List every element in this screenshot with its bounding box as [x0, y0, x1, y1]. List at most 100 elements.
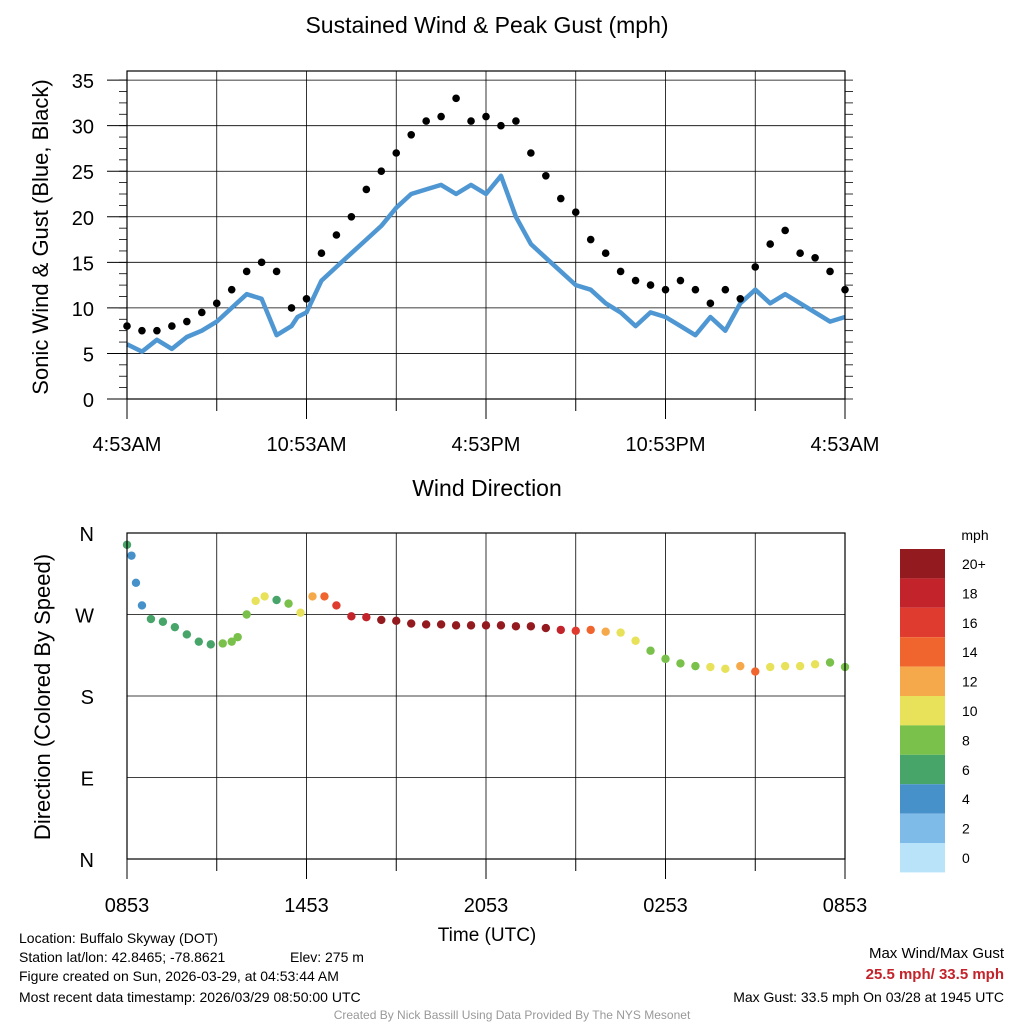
gust-point — [811, 253, 819, 262]
direction-xtick-label: 0253 — [643, 895, 688, 917]
recent-data-timestamp: Most recent data timestamp: 2026/03/29 0… — [19, 989, 361, 1005]
station-elevation: Elev: 275 m — [290, 949, 364, 965]
direction-ytick-label: N — [80, 850, 94, 872]
gust-point — [766, 240, 775, 248]
direction-chart-frame — [126, 532, 846, 860]
direction-xtick-label: 2053 — [464, 895, 509, 917]
direction-point — [407, 619, 416, 628]
direction-point — [721, 664, 730, 674]
direction-ytick-label: S — [81, 687, 94, 709]
colorbar-label: 6 — [962, 762, 970, 778]
gust-point — [631, 276, 640, 285]
direction-point — [526, 622, 536, 631]
speed-colorbar: mph 20+ 18 16 14 12 10 8 6 4 2 0 — [900, 527, 989, 873]
gust-point — [781, 226, 789, 235]
figure-created: Figure created on Sun, 2026-03-29, at 04… — [19, 968, 339, 984]
gust-point — [168, 322, 176, 330]
wind-ytick-label: 35 — [72, 71, 94, 93]
direction-point — [206, 640, 215, 649]
direction-point — [616, 628, 625, 637]
direction-chart-ticks: N E S W N 0853 1453 2053 0253 0853 — [75, 524, 867, 917]
wind-gust-chart: Sustained Wind & Peak Gust (mph) Sonic W… — [28, 12, 879, 456]
direction-chart-title: Wind Direction — [412, 475, 562, 501]
gust-point — [542, 171, 550, 180]
direction-point — [795, 661, 805, 671]
direction-point — [296, 608, 305, 617]
direction-point — [194, 637, 203, 646]
wind-chart-marks — [123, 94, 849, 354]
direction-point — [127, 551, 136, 560]
direction-chart-grid — [126, 532, 846, 860]
direction-point — [481, 621, 491, 630]
direction-point — [766, 662, 775, 672]
direction-point — [347, 612, 356, 621]
direction-ytick-label: W — [75, 606, 94, 628]
gust-point — [452, 94, 460, 103]
direction-xtick-label: 0853 — [823, 895, 868, 917]
direction-point — [780, 661, 790, 671]
gust-point — [257, 258, 266, 267]
colorbar-swatch — [900, 754, 945, 785]
gust-point — [736, 294, 745, 303]
colorbar-swatch — [900, 637, 945, 667]
gust-point — [242, 267, 251, 276]
direction-point — [362, 613, 371, 622]
direction-point — [218, 639, 227, 648]
max-gust-detail: Max Gust: 33.5 mph On 03/28 at 1945 UTC — [733, 989, 1004, 1005]
direction-point — [146, 614, 156, 624]
gust-point — [482, 112, 490, 121]
direction-chart-ylabel: Direction (Colored By Speed) — [30, 554, 55, 840]
wind-ytick-label: 0 — [83, 390, 94, 412]
direction-point — [571, 626, 580, 635]
colorbar-swatch — [900, 784, 945, 814]
direction-point — [227, 637, 236, 646]
colorbar-swatch — [900, 578, 945, 608]
gust-point — [527, 149, 535, 157]
direction-point — [332, 601, 341, 610]
wind-xtick-label: 10:53PM — [625, 434, 705, 456]
colorbar-label: 2 — [962, 821, 970, 837]
station-latlon: Station lat/lon: 42.8465; -78.8621 — [19, 949, 225, 965]
direction-point — [691, 661, 700, 671]
direction-point — [586, 625, 595, 635]
gust-point — [676, 276, 685, 285]
gust-point — [646, 281, 655, 289]
gust-point — [586, 235, 595, 244]
direction-chart-xlabel: Time (UTC) — [438, 925, 537, 946]
gust-point — [691, 285, 700, 294]
gust-point — [467, 117, 475, 125]
gust-point — [153, 326, 161, 335]
direction-point — [751, 667, 760, 676]
direction-point — [284, 599, 293, 608]
gust-point — [751, 263, 760, 271]
direction-point — [541, 623, 551, 633]
gust-point — [332, 231, 341, 239]
direction-point — [466, 621, 476, 630]
direction-point — [436, 620, 446, 629]
direction-point — [320, 592, 329, 601]
wind-xtick-label: 4:53AM — [811, 434, 880, 456]
colorbar-swatch — [900, 696, 945, 726]
gust-point — [347, 212, 356, 221]
direction-point — [601, 627, 610, 636]
gust-point — [272, 267, 281, 276]
gust-point — [377, 167, 386, 176]
direction-ytick-label: N — [80, 524, 94, 546]
wind-xtick-label: 4:53PM — [452, 434, 521, 456]
wind-direction-chart: Wind Direction Direction (Colored By Spe… — [30, 475, 867, 946]
gust-point — [721, 285, 730, 294]
direction-point — [421, 620, 431, 629]
gust-point — [362, 185, 371, 194]
gust-point — [317, 249, 326, 258]
colorbar-label: 8 — [962, 732, 970, 748]
colorbar-label: 16 — [962, 615, 978, 631]
direction-point — [392, 616, 401, 626]
direction-point — [661, 654, 670, 664]
gust-point — [437, 112, 445, 121]
direction-point — [736, 661, 745, 671]
direction-point — [182, 630, 192, 639]
direction-point — [825, 658, 835, 667]
gust-point — [706, 299, 715, 308]
sustained-wind-line — [126, 173, 846, 354]
wind-chart-ylabel: Sonic Wind & Gust (Blue, Black) — [28, 79, 53, 394]
